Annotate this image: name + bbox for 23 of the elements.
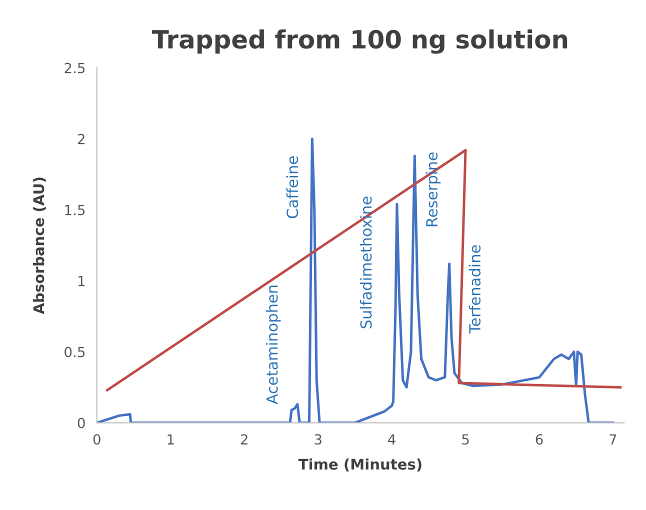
y-axis-title: Absorbance (AU): [32, 178, 46, 314]
x-tick-label: 7: [610, 434, 616, 444]
annotation: Acetaminophen: [266, 286, 281, 404]
y-tick-label: 1.5: [65, 204, 85, 216]
x-tick-label: 3: [314, 434, 322, 445]
y-tick-label: 0: [78, 418, 85, 428]
y-tick-label: 0.5: [64, 346, 85, 358]
line-series: [96, 138, 614, 423]
annotation: Reserpine: [426, 152, 441, 226]
x-tick-label: 0: [93, 434, 100, 445]
x-tick-label: 4: [388, 434, 396, 444]
x-tick-label: 5: [462, 434, 469, 445]
x-axis-title: Time (Minutes): [298, 458, 422, 472]
y-tick-label: 2: [78, 134, 84, 144]
x-tick-label: 6: [536, 434, 543, 445]
annotation: Terfenadine: [468, 245, 481, 334]
chart-title: Trapped from 100 ng solution: [152, 29, 568, 54]
x-tick-label: 1: [168, 434, 174, 444]
y-tick-label: 1: [78, 276, 85, 286]
x-tick-label: 2: [240, 434, 248, 444]
y-tick-label: 2.5: [64, 62, 85, 74]
annotation: Sulfadimethoxine: [360, 196, 372, 328]
annotation: Caffeine: [286, 156, 298, 218]
